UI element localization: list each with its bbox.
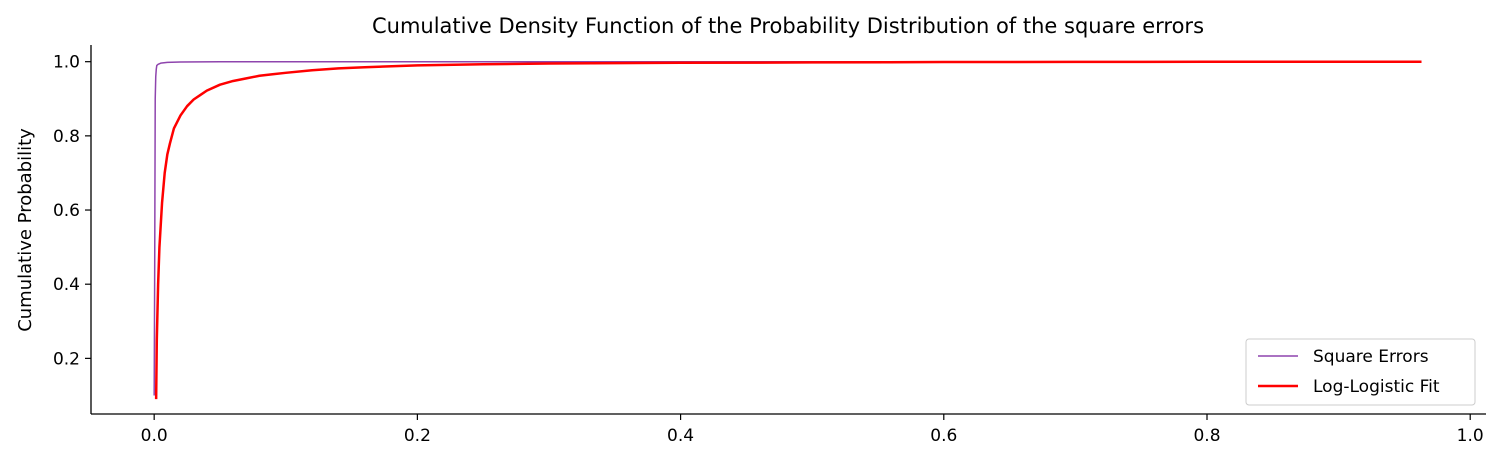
x-tick-label: 0.0 — [141, 426, 168, 446]
y-tick-label: 1.0 — [53, 53, 80, 73]
y-tick-label: 0.4 — [53, 275, 80, 295]
x-tick-label: 1.0 — [1457, 426, 1484, 446]
x-tick-label: 0.8 — [1193, 426, 1220, 446]
y-tick-label: 0.6 — [53, 201, 80, 221]
series-line-log-logistic-fit — [154, 60, 1422, 400]
series-layer — [153, 60, 1422, 400]
legend: Square Errors Log-Logistic Fit — [1245, 338, 1476, 406]
legend-label-log-logistic-fit: Log-Logistic Fit — [1313, 377, 1440, 397]
y-axis-label: Cumulative Probability — [15, 128, 36, 332]
y-tick-label: 0.8 — [53, 127, 80, 147]
chart-title: Cumulative Density Function of the Proba… — [372, 14, 1204, 38]
series-line-square-errors — [153, 60, 1422, 396]
x-tick-label: 0.4 — [667, 426, 694, 446]
x-tick-label: 0.6 — [930, 426, 957, 446]
legend-label-square-errors: Square Errors — [1313, 347, 1429, 367]
x-tick-label: 0.2 — [404, 426, 431, 446]
axes-layer — [90, 45, 1486, 415]
y-tick-label: 0.2 — [53, 349, 80, 369]
ticks-layer: 0.0 0.2 0.4 0.6 0.8 1.0 0.2 0.4 0.6 0.8 1.0 — [53, 53, 1484, 446]
legend-box — [1245, 338, 1476, 406]
